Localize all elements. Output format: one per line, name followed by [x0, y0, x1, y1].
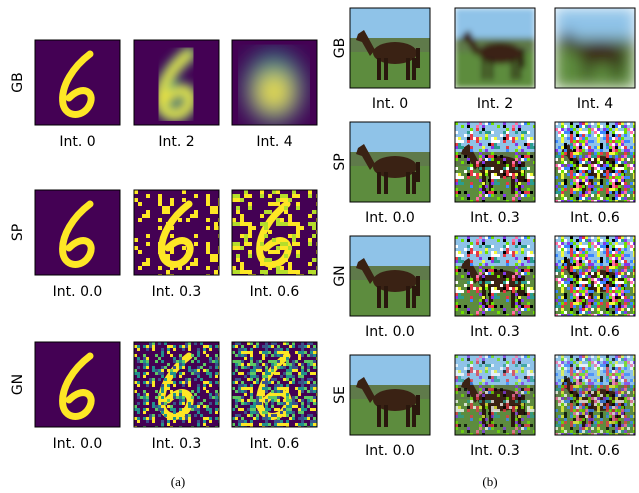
- image-label: Int. 2: [477, 96, 513, 112]
- horse-leg: [406, 405, 410, 427]
- image-label: Int. 0.6: [570, 210, 620, 226]
- row-label: SP: [332, 153, 348, 170]
- image-label: Int. 0.6: [570, 443, 620, 459]
- image-label: Int. 4: [577, 96, 613, 112]
- horse-leg: [489, 58, 493, 80]
- horse-tail: [416, 395, 420, 415]
- image-label: Int. 0.3: [152, 436, 202, 452]
- horse-leg: [384, 405, 388, 427]
- image-label: Int. 0.0: [53, 436, 103, 452]
- image: [555, 236, 635, 316]
- horse-leg: [482, 58, 486, 80]
- horse-leg: [412, 58, 416, 80]
- caption: (b): [482, 474, 497, 489]
- horse-leg: [412, 172, 416, 194]
- image: [134, 190, 219, 275]
- noise: [134, 190, 219, 275]
- image-label: Int. 0.3: [152, 284, 202, 300]
- image: [455, 122, 535, 202]
- horse-leg: [582, 58, 586, 80]
- horse-tail: [521, 48, 525, 68]
- image-label: Int. 0.6: [570, 324, 620, 340]
- horse-leg: [384, 286, 388, 308]
- noise: [134, 342, 219, 427]
- image-label: Int. 0.0: [53, 284, 103, 300]
- noise: [555, 236, 635, 316]
- image: [35, 342, 120, 427]
- horse-leg: [611, 58, 615, 80]
- blob: [258, 74, 290, 110]
- horse-leg: [384, 172, 388, 194]
- caption: (a): [171, 474, 185, 489]
- horse-tail: [416, 48, 420, 68]
- image: [455, 236, 535, 316]
- noise: [232, 342, 317, 427]
- image: [350, 236, 430, 316]
- blurred: [555, 8, 635, 88]
- row-label: SP: [10, 224, 26, 241]
- image-label: Int. 0.0: [365, 324, 415, 340]
- image-label: Int. 0: [372, 96, 408, 112]
- image: [134, 40, 219, 125]
- blurred: [455, 8, 535, 88]
- horse-tail: [621, 48, 625, 68]
- image: [232, 40, 317, 125]
- image-label: Int. 0.6: [250, 284, 300, 300]
- noise: [455, 355, 535, 435]
- noise: [455, 236, 535, 316]
- image-label: Int. 0.3: [470, 324, 520, 340]
- image: [555, 355, 635, 435]
- image: [350, 122, 430, 202]
- row-label: GN: [10, 374, 26, 395]
- horse-leg: [589, 58, 593, 80]
- horse-leg: [406, 172, 410, 194]
- image-label: Int. 0: [59, 134, 95, 150]
- noise: [555, 355, 635, 435]
- image: [455, 355, 535, 435]
- noise: [555, 122, 635, 202]
- image-label: Int. 0.3: [470, 210, 520, 226]
- horse-leg: [412, 286, 416, 308]
- noise: [232, 190, 317, 275]
- image-label: Int. 0.0: [365, 210, 415, 226]
- horse-leg: [377, 405, 381, 427]
- image: [350, 355, 430, 435]
- blurred: [244, 52, 304, 124]
- noise: [455, 122, 535, 202]
- horse-leg: [517, 58, 521, 80]
- image: [555, 8, 635, 88]
- image: [134, 342, 219, 427]
- horse-leg: [617, 58, 621, 80]
- image-label: Int. 4: [256, 134, 292, 150]
- image: [232, 342, 317, 427]
- horse-leg: [412, 405, 416, 427]
- horse-tail: [416, 162, 420, 182]
- image: [35, 190, 120, 275]
- image: [35, 40, 120, 125]
- row-label: GB: [10, 72, 26, 92]
- image-label: Int. 2: [158, 134, 194, 150]
- horse-leg: [406, 58, 410, 80]
- row-label: SE: [332, 386, 348, 404]
- image: [232, 190, 317, 275]
- image: [555, 122, 635, 202]
- row-label: GN: [332, 265, 348, 286]
- image-label: Int. 0.3: [470, 443, 520, 459]
- image: [455, 8, 535, 88]
- image-label: Int. 0.6: [250, 436, 300, 452]
- horse-leg: [377, 172, 381, 194]
- horse-leg: [377, 58, 381, 80]
- horse-tail: [416, 276, 420, 296]
- image: [350, 8, 430, 88]
- figure: (a) (b) GB Int. 0 Int. 2 Int. 4 SP Int. 0.0 In…: [0, 0, 639, 493]
- image-label: Int. 0.0: [365, 443, 415, 459]
- horse-leg: [384, 58, 388, 80]
- horse-leg: [377, 286, 381, 308]
- horse-leg: [511, 58, 515, 80]
- row-label: GB: [332, 38, 348, 58]
- horse-leg: [406, 286, 410, 308]
